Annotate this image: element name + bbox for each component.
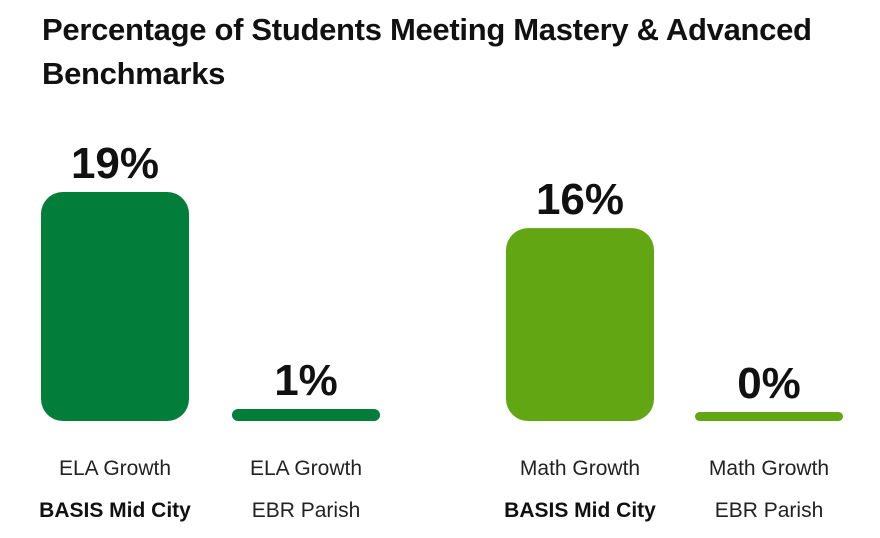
bar-value-label: 1% — [274, 356, 338, 405]
bar-1 — [41, 192, 189, 421]
bar-value-label: 16% — [536, 175, 624, 224]
bar-3 — [506, 228, 654, 421]
bar-value-label: 0% — [737, 359, 801, 408]
bar-value-label: 19% — [71, 139, 159, 188]
category-group-label: BASIS Mid City — [504, 499, 656, 522]
bar-2 — [232, 408, 380, 421]
category-group-label: BASIS Mid City — [39, 499, 191, 522]
category-group-label: EBR Parish — [715, 499, 824, 522]
category-label: Math Growth — [520, 457, 640, 480]
category-label: ELA Growth — [250, 457, 362, 480]
category-group-label: EBR Parish — [252, 499, 361, 522]
category-label: Math Growth — [709, 457, 829, 480]
bar-4 — [695, 412, 843, 421]
chart-title: Percentage of Students Meeting Mastery &… — [42, 12, 812, 91]
category-label: ELA Growth — [59, 457, 171, 480]
